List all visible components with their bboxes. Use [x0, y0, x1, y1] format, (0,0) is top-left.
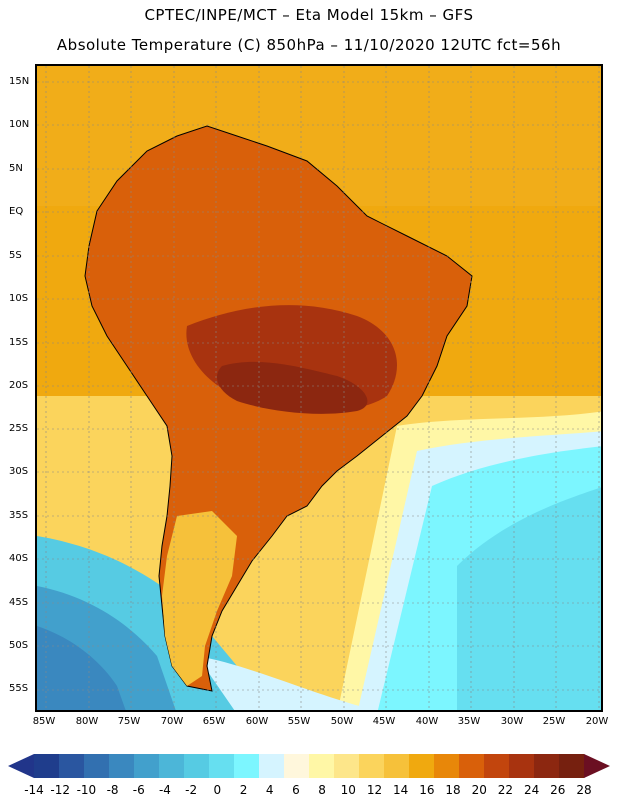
- colorbar-under-arrow: [8, 754, 34, 778]
- lon-label: 45W: [372, 716, 396, 727]
- colorbar-cell: [534, 754, 560, 778]
- lat-label: 45S: [9, 597, 29, 608]
- lon-label: 40W: [415, 716, 439, 727]
- cyan-band-2: [457, 487, 601, 710]
- colorbar-cell: [434, 754, 460, 778]
- colorbar-cell: [134, 754, 160, 778]
- colorbar-tick-label: 28: [576, 783, 591, 797]
- colorbar-tick-label: 0: [214, 783, 222, 797]
- lon-label: 50W: [330, 716, 354, 727]
- colorbar-tick-label: -2: [185, 783, 197, 797]
- colorbar-tick-label: 12: [367, 783, 382, 797]
- colorbar-tick-label: 2: [240, 783, 248, 797]
- lat-label: 15S: [9, 337, 29, 348]
- colorbar-over-arrow: [584, 754, 610, 778]
- colorbar-cell: [159, 754, 185, 778]
- lat-label: 10S: [9, 293, 29, 304]
- lat-label: 35S: [9, 510, 29, 521]
- lon-label: 80W: [75, 716, 99, 727]
- colorbar-cell: [34, 754, 60, 778]
- colorbar-cell: [334, 754, 360, 778]
- colorbar-tick-label: -8: [107, 783, 119, 797]
- colorbar-cell: [284, 754, 310, 778]
- lon-label: 55W: [287, 716, 311, 727]
- lat-label: 20S: [9, 380, 29, 391]
- graticule: [37, 66, 601, 710]
- colorbar-cell: [234, 754, 260, 778]
- colorbar-tick-label: -4: [159, 783, 171, 797]
- colorbar-cell: [359, 754, 385, 778]
- colorbar-tick-label: 22: [498, 783, 513, 797]
- map-title-line2: Absolute Temperature (C) 850hPa – 11/10/…: [56, 36, 562, 54]
- lat-label: 10N: [9, 119, 30, 130]
- lon-label: 60W: [245, 716, 269, 727]
- colorbar-cell: [209, 754, 235, 778]
- lat-label: 15N: [9, 76, 30, 87]
- colorbar-tick-label: 26: [550, 783, 565, 797]
- colorbar-cell: [409, 754, 435, 778]
- lat-label: 40S: [9, 553, 29, 564]
- lat-label: 30S: [9, 466, 29, 477]
- lat-label: 5S: [9, 250, 22, 261]
- colorbar-tick-label: -14: [24, 783, 44, 797]
- colorbar-tick-label: 14: [393, 783, 408, 797]
- colorbar-tick-label: 8: [318, 783, 326, 797]
- lat-label: 5N: [9, 163, 23, 174]
- map-title-line1: CPTEC/INPE/MCT – Eta Model 15km – GFS: [144, 6, 474, 24]
- colorbar-tick-label: 18: [445, 783, 460, 797]
- colorbar-tick-label: 4: [266, 783, 274, 797]
- colorbar-cell: [59, 754, 85, 778]
- lon-label: 85W: [32, 716, 56, 727]
- lat-label: 50S: [9, 640, 29, 651]
- colorbar-cell: [109, 754, 135, 778]
- sw-coldest: [37, 626, 126, 710]
- colorbar-cell: [509, 754, 535, 778]
- colorbar-cell: [84, 754, 110, 778]
- colorbar-tick-label: 20: [472, 783, 487, 797]
- lat-label: 55S: [9, 683, 29, 694]
- colorbar-tick-label: 10: [341, 783, 356, 797]
- colorbar-tick-label: 6: [292, 783, 300, 797]
- temperature-map: [35, 64, 603, 712]
- colorbar-ticks: -14 -12 -10 -8 -6 -4 -2 0 2 4 6 8 10 12 14 16 18 20 22 24 26…: [24, 783, 591, 797]
- colorbar-cell: [309, 754, 335, 778]
- lon-label: 25W: [542, 716, 566, 727]
- lon-label: 70W: [160, 716, 184, 727]
- hottest-core: [217, 361, 368, 414]
- lon-label: 35W: [457, 716, 481, 727]
- lon-label: 75W: [117, 716, 141, 727]
- colorbar-tick-label: -12: [50, 783, 70, 797]
- colorbar-tick-label: -6: [133, 783, 145, 797]
- lat-label: 25S: [9, 423, 29, 434]
- colorbar-cell: [459, 754, 485, 778]
- colorbar-cells: [34, 754, 585, 778]
- colorbar-cell: [484, 754, 510, 778]
- colorbar-cell: [259, 754, 285, 778]
- temperature-colorbar: -14 -12 -10 -8 -6 -4 -2 0 2 4 6 8 10 12 14 16 18 20 22 24 26…: [8, 754, 610, 797]
- colorbar-cell: [384, 754, 410, 778]
- colorbar-tick-label: 16: [419, 783, 434, 797]
- lat-label: EQ: [9, 206, 24, 217]
- lon-label: 30W: [500, 716, 524, 727]
- pale-band: [197, 656, 376, 710]
- colorbar-cell: [184, 754, 210, 778]
- colorbar-tick-label: -10: [77, 783, 97, 797]
- lon-label: 20W: [585, 716, 609, 727]
- patagonia-land: [162, 511, 237, 686]
- lon-label: 65W: [202, 716, 226, 727]
- colorbar-tick-label: 24: [524, 783, 539, 797]
- colorbar-cell: [559, 754, 585, 778]
